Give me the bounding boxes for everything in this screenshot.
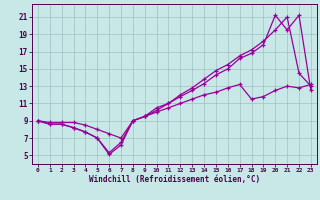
X-axis label: Windchill (Refroidissement éolien,°C): Windchill (Refroidissement éolien,°C): [89, 175, 260, 184]
